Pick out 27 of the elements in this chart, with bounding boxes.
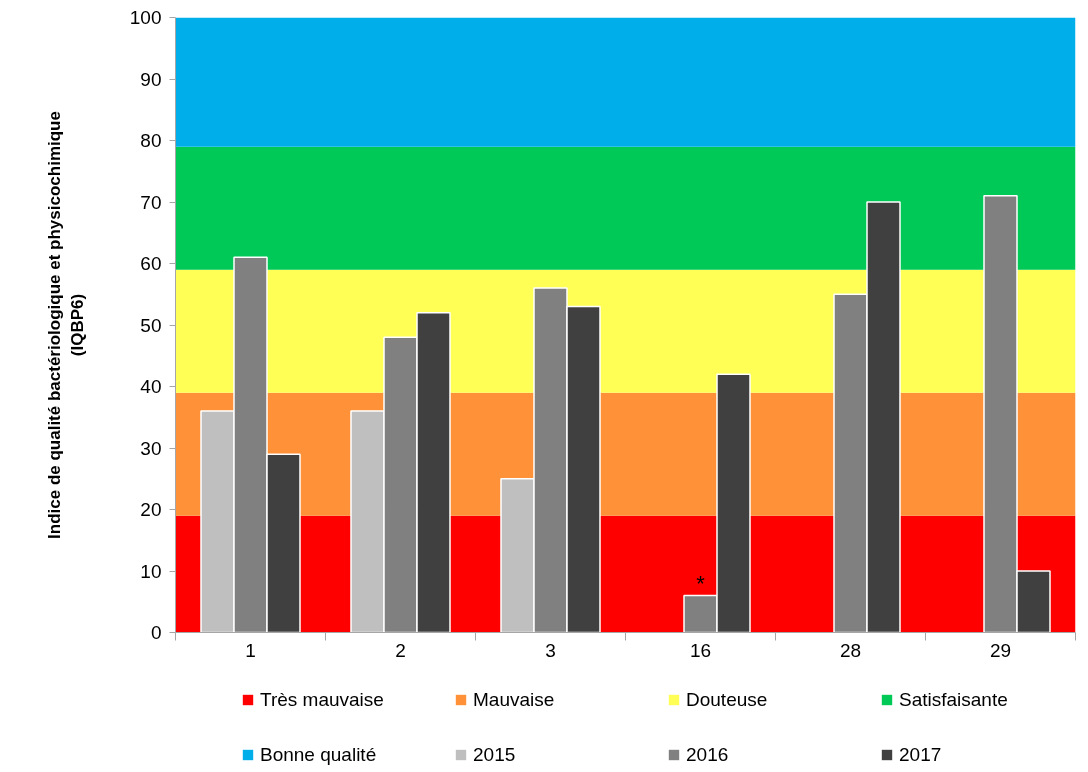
y-tick-label: 90 — [140, 68, 162, 90]
legend-label: 2016 — [686, 742, 730, 767]
y-tick-label: 0 — [150, 622, 162, 643]
x-tick-label: 2 — [395, 639, 406, 661]
y-tick-label: 10 — [140, 560, 162, 582]
x-tick-label: 1 — [245, 639, 256, 661]
legend-label: 2015 — [473, 742, 517, 767]
x-tick-label: 28 — [839, 639, 862, 661]
legend-label: Satisfaisante — [899, 687, 1009, 712]
y-tick-label: 60 — [140, 253, 162, 274]
y-tick-label: 20 — [140, 499, 162, 520]
x-tick-label: 3 — [545, 639, 556, 661]
y-tick-label: 30 — [140, 437, 162, 459]
legend-label: 2017 — [899, 742, 943, 767]
y-tick-label: 70 — [140, 191, 162, 213]
legend-label: Douteuse — [686, 687, 769, 712]
legend-label: Très mauvaise — [260, 687, 385, 712]
y-tick-label: 100 — [129, 7, 162, 28]
y-tick-label: 50 — [140, 314, 162, 336]
legend-label: Mauvaise — [473, 687, 556, 712]
x-tick-label: 16 — [689, 639, 712, 661]
y-tick-label: 80 — [140, 130, 162, 151]
annotation: * — [696, 570, 706, 596]
legend-label: Bonne qualité — [260, 742, 378, 767]
y-axis-title: Indice de qualité bactériologique et physicochimique (IQBP6) — [45, 111, 87, 539]
y-tick-label: 40 — [140, 376, 162, 397]
x-tick-label: 29 — [989, 639, 1012, 661]
